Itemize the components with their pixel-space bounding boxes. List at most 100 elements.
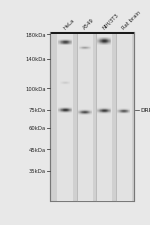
Bar [123, 108, 124, 109]
Bar [66, 110, 67, 111]
Bar [107, 43, 108, 44]
Bar [60, 111, 61, 112]
Bar [70, 111, 71, 112]
Bar [100, 39, 101, 40]
Bar [69, 111, 70, 112]
Bar [100, 43, 101, 44]
Bar [67, 109, 68, 110]
Bar [124, 113, 125, 114]
Bar [67, 40, 68, 41]
Bar [58, 42, 59, 43]
Bar [120, 108, 121, 109]
Bar [98, 112, 99, 113]
Bar [58, 110, 59, 111]
Bar [105, 110, 106, 111]
Bar [107, 110, 108, 111]
Bar [71, 43, 72, 44]
Bar [103, 43, 104, 44]
Bar [122, 111, 123, 112]
Bar [122, 109, 123, 110]
Bar [81, 112, 82, 113]
Bar [109, 40, 110, 41]
Bar [61, 111, 62, 112]
Bar [107, 108, 108, 109]
Bar [91, 111, 92, 112]
Bar [105, 39, 106, 40]
Bar [62, 39, 63, 40]
Bar [69, 45, 70, 46]
Bar [98, 110, 99, 111]
Bar [104, 39, 105, 40]
Bar [90, 50, 91, 51]
Bar [84, 110, 85, 111]
Bar [81, 114, 82, 115]
Bar [80, 49, 81, 50]
Bar [106, 112, 107, 113]
Bar [81, 46, 82, 47]
Bar [71, 109, 72, 110]
Bar [59, 45, 60, 46]
Bar [125, 113, 126, 114]
Bar [64, 41, 65, 42]
Bar [110, 41, 111, 42]
Bar [122, 112, 123, 113]
Bar [66, 39, 67, 40]
Bar [60, 41, 61, 42]
Bar [101, 111, 102, 112]
Bar [102, 42, 103, 43]
Bar [70, 40, 71, 41]
Bar [80, 112, 81, 113]
Bar [121, 113, 122, 114]
Bar [104, 108, 105, 109]
Bar [126, 113, 127, 114]
Bar [57, 33, 73, 201]
Bar [97, 108, 98, 109]
Bar [106, 43, 107, 44]
Bar [105, 112, 106, 113]
Bar [59, 111, 60, 112]
Bar [86, 114, 87, 115]
Text: 45kDa: 45kDa [29, 147, 46, 152]
Bar [121, 110, 122, 111]
Bar [64, 43, 65, 44]
Bar [69, 40, 70, 41]
Bar [83, 46, 84, 47]
Bar [99, 111, 100, 112]
Bar [117, 113, 118, 114]
Bar [118, 112, 119, 113]
Bar [104, 109, 105, 110]
Bar [83, 110, 84, 111]
Bar [97, 43, 98, 44]
Bar [128, 109, 129, 110]
Bar [85, 112, 86, 113]
Bar [82, 46, 83, 47]
Bar [79, 49, 80, 50]
Bar [65, 109, 66, 110]
Bar [127, 110, 128, 111]
Bar [103, 38, 104, 39]
Bar [70, 41, 71, 42]
Bar [79, 113, 80, 114]
Bar [102, 45, 103, 46]
Bar [98, 41, 99, 42]
Bar [69, 110, 70, 111]
Bar [71, 108, 72, 109]
Bar [81, 113, 82, 114]
Bar [67, 107, 68, 108]
Bar [69, 112, 70, 113]
Bar [97, 44, 98, 45]
Bar [64, 110, 65, 111]
Bar [122, 113, 123, 114]
Bar [108, 109, 109, 110]
Bar [62, 111, 63, 112]
Bar [101, 109, 102, 110]
Bar [123, 110, 124, 111]
Bar [84, 49, 85, 50]
Bar [106, 39, 107, 40]
Bar [63, 112, 64, 113]
Bar [58, 43, 59, 44]
Bar [98, 38, 99, 39]
Bar [85, 110, 86, 111]
Bar [103, 113, 104, 114]
Bar [78, 112, 79, 113]
